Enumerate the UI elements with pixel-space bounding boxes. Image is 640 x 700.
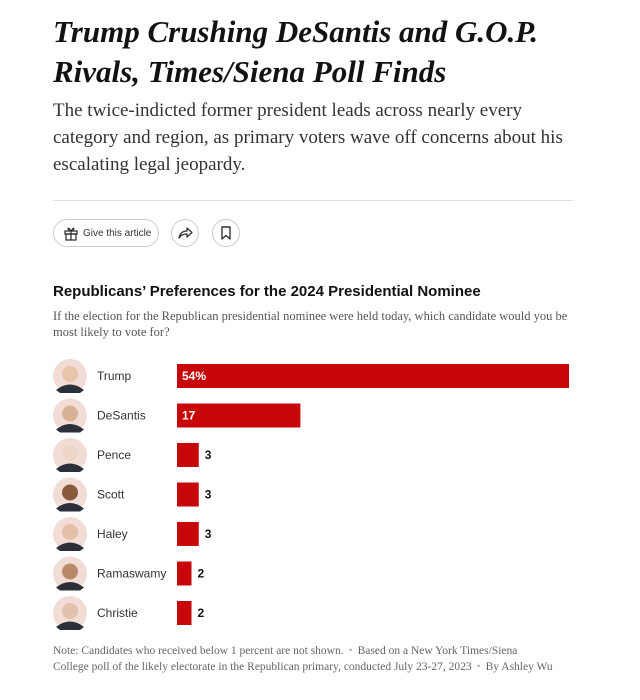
avatar-shoulders bbox=[56, 463, 84, 472]
value-label: 3 bbox=[205, 488, 212, 502]
avatar-shoulders bbox=[56, 384, 84, 393]
share-button[interactable] bbox=[171, 219, 199, 247]
avatar-face bbox=[62, 484, 78, 501]
value-label: 3 bbox=[205, 527, 212, 541]
avatar-face bbox=[62, 366, 78, 382]
avatar-face bbox=[62, 563, 78, 580]
chart-subtitle: If the election for the Republican presi… bbox=[53, 309, 568, 339]
avatar-face bbox=[62, 603, 78, 619]
avatar-face bbox=[62, 524, 78, 540]
chart: Trump 54% DeSantis 17 Pence 3 Scott 3 Haley 3 Rama… bbox=[53, 359, 569, 630]
value-label: 17 bbox=[182, 409, 196, 423]
byline: By Ashley Wu bbox=[485, 661, 553, 673]
gift-label: Give this article bbox=[83, 227, 152, 239]
category-label: Pence bbox=[97, 448, 131, 462]
category-label: Christie bbox=[97, 606, 138, 620]
category-label: Scott bbox=[97, 488, 125, 502]
category-label: Haley bbox=[97, 527, 128, 541]
avatar-face bbox=[62, 405, 78, 422]
category-label: Ramaswamy bbox=[97, 567, 166, 581]
category-label: DeSantis bbox=[97, 409, 146, 423]
value-label: 3 bbox=[205, 448, 212, 462]
bar bbox=[177, 443, 199, 467]
bar bbox=[177, 364, 569, 388]
avatar-shoulders bbox=[56, 424, 84, 433]
bar bbox=[177, 601, 192, 625]
value-label: 2 bbox=[198, 606, 205, 620]
avatar-face bbox=[62, 445, 78, 461]
avatar-shoulders bbox=[56, 621, 84, 630]
avatar-shoulders bbox=[56, 582, 84, 591]
source: Based on a New York Times/Siena College … bbox=[53, 645, 518, 673]
footnote: Note: Candidates who received below 1 pe… bbox=[53, 643, 553, 675]
bar bbox=[177, 482, 199, 507]
save-button[interactable] bbox=[212, 219, 240, 247]
chart-title: Republicans’ Preferences for the 2024 Pr… bbox=[53, 283, 481, 300]
headline: Trump Crushing DeSantis and G.O.P. Rival… bbox=[53, 14, 538, 89]
gift-icon bbox=[64, 227, 78, 241]
note: Note: Candidates who received below 1 pe… bbox=[53, 645, 344, 657]
avatar-shoulders bbox=[56, 503, 84, 512]
divider bbox=[53, 200, 573, 201]
summary: The twice-indicted former president lead… bbox=[53, 100, 563, 175]
bar bbox=[177, 522, 199, 546]
share-icon bbox=[178, 227, 193, 239]
category-label: Trump bbox=[97, 369, 132, 383]
separator: • bbox=[476, 661, 481, 673]
avatar-shoulders bbox=[56, 542, 84, 551]
bookmark-icon bbox=[221, 226, 231, 240]
bar bbox=[177, 561, 192, 586]
gift-button[interactable]: Give this article bbox=[53, 219, 159, 247]
value-label: 54% bbox=[182, 369, 206, 383]
bar bbox=[177, 403, 301, 428]
separator: • bbox=[348, 645, 353, 657]
value-label: 2 bbox=[198, 567, 205, 581]
